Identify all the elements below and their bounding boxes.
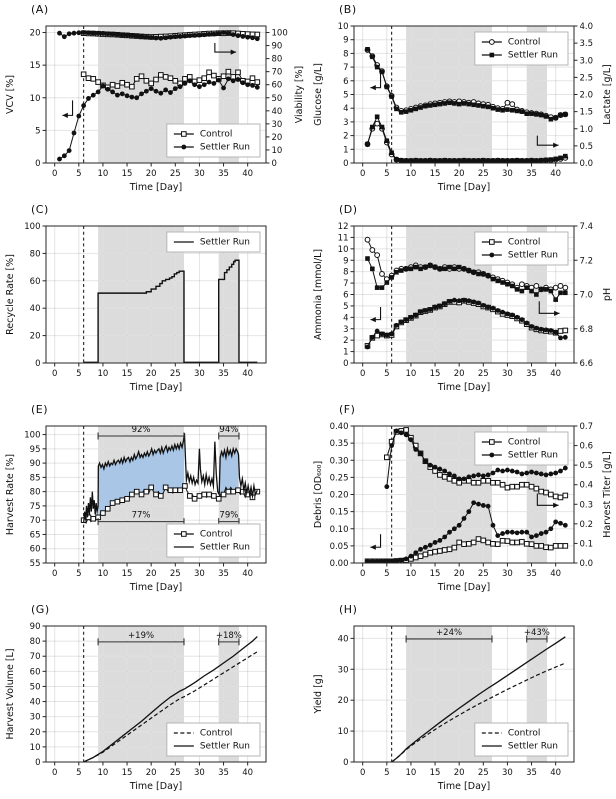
panel-E-chart <box>0 400 308 600</box>
panel-D-tag: (D) <box>339 203 358 216</box>
panel-G-tag: (G) <box>31 603 50 616</box>
panel-F-chart <box>308 400 616 600</box>
panel-H: (H) <box>308 600 616 799</box>
panel-G-chart <box>0 600 308 799</box>
panel-B: (B) <box>308 0 616 200</box>
panel-C: (C) <box>0 200 308 400</box>
panel-H-tag: (H) <box>339 603 358 616</box>
panel-F-tag: (F) <box>339 403 356 416</box>
panel-G: (G) <box>0 600 308 799</box>
panel-H-chart <box>308 600 616 799</box>
panel-A: (A) <box>0 0 308 200</box>
panel-A-tag: (A) <box>31 3 49 16</box>
panel-A-chart <box>0 0 308 200</box>
panel-B-chart <box>308 0 616 200</box>
panel-D-chart <box>308 200 616 400</box>
panel-C-chart <box>0 200 308 400</box>
panel-D: (D) <box>308 200 616 400</box>
panel-C-tag: (C) <box>31 203 49 216</box>
panel-E: (E) <box>0 400 308 600</box>
panel-E-tag: (E) <box>31 403 49 416</box>
panel-B-tag: (B) <box>339 3 357 16</box>
panel-F: (F) <box>308 400 616 600</box>
